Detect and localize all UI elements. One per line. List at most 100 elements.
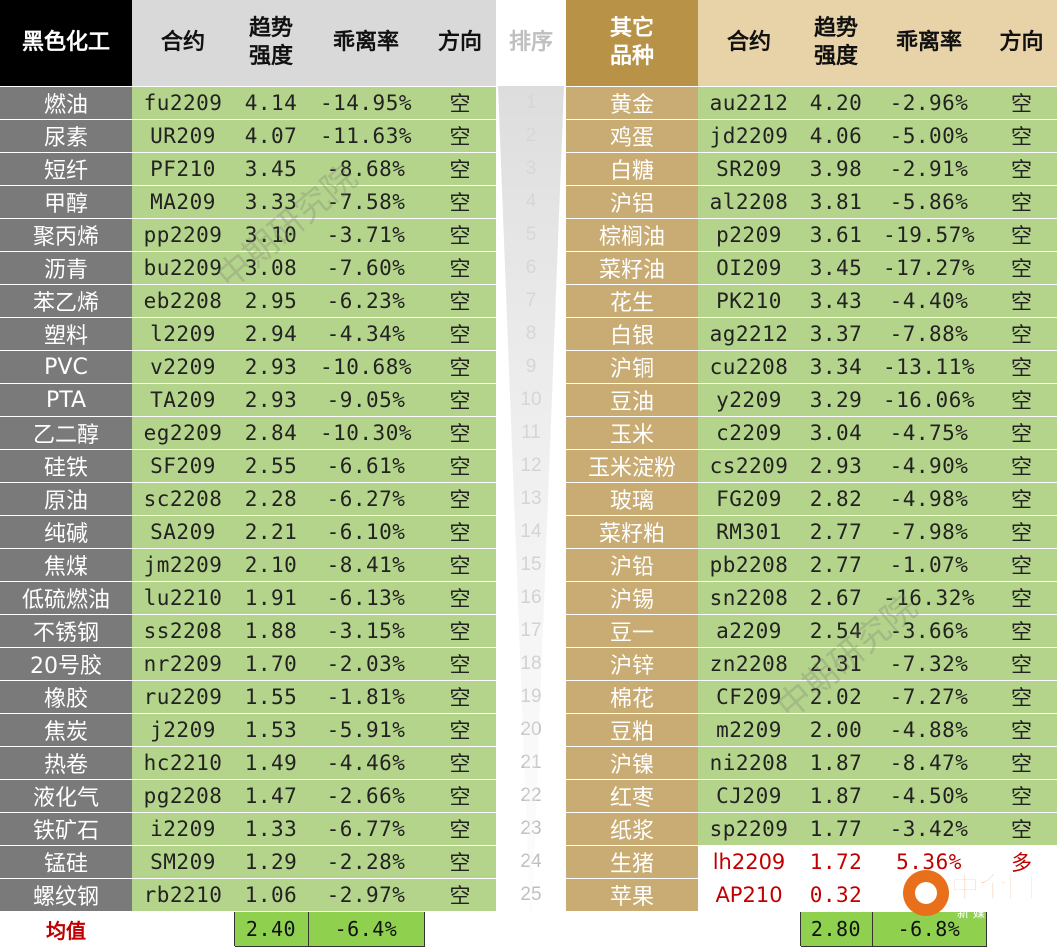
- left-trend-strength: 1.53: [234, 713, 308, 747]
- right-trend-strength: 2.67: [800, 581, 872, 615]
- left-contract-code: ss2208: [132, 614, 234, 648]
- left-deviation-rate: -11.63%: [308, 119, 424, 153]
- right-deviation-rate: -5.00%: [872, 119, 986, 153]
- right-trend-strength: 3.04: [800, 416, 872, 450]
- left-deviation-rate: -6.13%: [308, 581, 424, 615]
- left-contract-code: pg2208: [132, 779, 234, 813]
- right-direction: 空: [986, 449, 1057, 483]
- right-contract-code: al2208: [698, 185, 800, 219]
- rank-number: 25: [496, 878, 566, 912]
- left-direction: 空: [424, 713, 496, 747]
- average-empty: [698, 911, 800, 947]
- right-contract-code: zn2208: [698, 647, 800, 681]
- table-row: 纯碱 SA209 2.21 -6.10% 空 14 菜籽粕 RM301 2.77 -7.98% 空: [0, 515, 1057, 549]
- right-trend-strength: 3.29: [800, 383, 872, 417]
- header-contract-right: 合约: [698, 0, 800, 87]
- right-contract-code: c2209: [698, 416, 800, 450]
- left-trend-strength: 3.10: [234, 218, 308, 252]
- left-deviation-rate: -3.71%: [308, 218, 424, 252]
- left-trend-strength: 1.55: [234, 680, 308, 714]
- right-contract-code: cs2209: [698, 449, 800, 483]
- left-deviation-rate: -9.05%: [308, 383, 424, 417]
- right-commodity-name: 玉米: [566, 416, 698, 450]
- left-commodity-name: 铁矿石: [0, 812, 132, 846]
- right-trend-strength: 3.81: [800, 185, 872, 219]
- right-trend-strength: 1.87: [800, 746, 872, 780]
- right-trend-strength: 2.54: [800, 614, 872, 648]
- header-row: 黑色化工 合约 趋势 强度 乖离率 方向 排序 其它 品种 合约 趋势 强度 乖离率 …: [0, 0, 1057, 87]
- left-trend-strength: 1.91: [234, 581, 308, 615]
- right-commodity-name: 沪铜: [566, 350, 698, 384]
- average-label: 均值: [0, 911, 132, 947]
- right-trend-strength: 3.45: [800, 251, 872, 285]
- rank-number: 22: [496, 779, 566, 813]
- table-row: 不锈钢 ss2208 1.88 -3.15% 空 17 豆一 a2209 2.54 -3.66% 空: [0, 614, 1057, 648]
- left-deviation-rate: -1.81%: [308, 680, 424, 714]
- right-commodity-name: 沪镍: [566, 746, 698, 780]
- right-direction: 空: [986, 218, 1057, 252]
- left-commodity-name: 燃油: [0, 86, 132, 120]
- rank-number: 2: [496, 119, 566, 153]
- header-deviation: 乖离率: [308, 0, 424, 87]
- rank-number: 23: [496, 812, 566, 846]
- left-direction: 空: [424, 515, 496, 549]
- right-contract-code: FG209: [698, 482, 800, 516]
- left-direction: 空: [424, 581, 496, 615]
- average-right-strength: 2.80: [799, 911, 873, 947]
- left-contract-code: hc2210: [132, 746, 234, 780]
- rank-number: 14: [496, 515, 566, 549]
- left-deviation-rate: -7.58%: [308, 185, 424, 219]
- left-direction: 空: [424, 647, 496, 681]
- table-row: 焦煤 jm2209 2.10 -8.41% 空 15 沪铅 pb2208 2.77 -1.07% 空: [0, 548, 1057, 582]
- rank-number: 9: [496, 350, 566, 384]
- right-trend-strength: 0.32: [800, 878, 872, 912]
- left-contract-code: nr2209: [132, 647, 234, 681]
- right-direction: 空: [986, 416, 1057, 450]
- header-direction-right: 方向: [986, 0, 1057, 87]
- right-deviation-rate: -5.86%: [872, 185, 986, 219]
- right-trend-strength: 3.43: [800, 284, 872, 318]
- left-commodity-name: 尿素: [0, 119, 132, 153]
- right-contract-code: cu2208: [698, 350, 800, 384]
- left-commodity-name: 纯碱: [0, 515, 132, 549]
- left-contract-code: MA209: [132, 185, 234, 219]
- left-commodity-name: 聚丙烯: [0, 218, 132, 252]
- left-deviation-rate: -10.68%: [308, 350, 424, 384]
- right-commodity-name: 棕榈油: [566, 218, 698, 252]
- table-row: PTA TA209 2.93 -9.05% 空 10 豆油 y2209 3.29 -16.06% 空: [0, 383, 1057, 417]
- left-deviation-rate: -4.46%: [308, 746, 424, 780]
- right-deviation-rate: -17.27%: [872, 251, 986, 285]
- left-deviation-rate: -5.91%: [308, 713, 424, 747]
- table-row: 塑料 l2209 2.94 -4.34% 空 8 白银 ag2212 3.37 -7.88% 空: [0, 317, 1057, 351]
- right-commodity-name: 菜籽粕: [566, 515, 698, 549]
- right-deviation-rate: 5.36%: [872, 845, 986, 879]
- right-trend-strength: 3.98: [800, 152, 872, 186]
- left-direction: 空: [424, 119, 496, 153]
- right-direction: 空: [986, 152, 1057, 186]
- table-row: 尿素 UR209 4.07 -11.63% 空 2 鸡蛋 jd2209 4.06 -5.00% 空: [0, 119, 1057, 153]
- right-direction: 空: [986, 383, 1057, 417]
- left-contract-code: SA209: [132, 515, 234, 549]
- left-trend-strength: 1.49: [234, 746, 308, 780]
- right-direction: 空: [986, 350, 1057, 384]
- right-commodity-name: 黄金: [566, 86, 698, 120]
- left-contract-code: pp2209: [132, 218, 234, 252]
- right-contract-code: sn2208: [698, 581, 800, 615]
- left-deviation-rate: -6.77%: [308, 812, 424, 846]
- right-contract-code: PK210: [698, 284, 800, 318]
- header-strength-right: 趋势 强度: [800, 0, 872, 87]
- rank-number: 17: [496, 614, 566, 648]
- right-contract-code: ag2212: [698, 317, 800, 351]
- right-deviation-rate: -8.47%: [872, 746, 986, 780]
- left-commodity-name: 硅铁: [0, 449, 132, 483]
- left-commodity-name: 原油: [0, 482, 132, 516]
- left-trend-strength: 1.29: [234, 845, 308, 879]
- left-deviation-rate: -6.23%: [308, 284, 424, 318]
- right-direction: 空: [986, 812, 1057, 846]
- average-row: 均值 2.40 -6.4% 2.80 -6.8%: [0, 911, 1057, 947]
- right-contract-code: ni2208: [698, 746, 800, 780]
- left-direction: 空: [424, 878, 496, 912]
- left-direction: 空: [424, 416, 496, 450]
- left-direction: 空: [424, 218, 496, 252]
- left-contract-code: sc2208: [132, 482, 234, 516]
